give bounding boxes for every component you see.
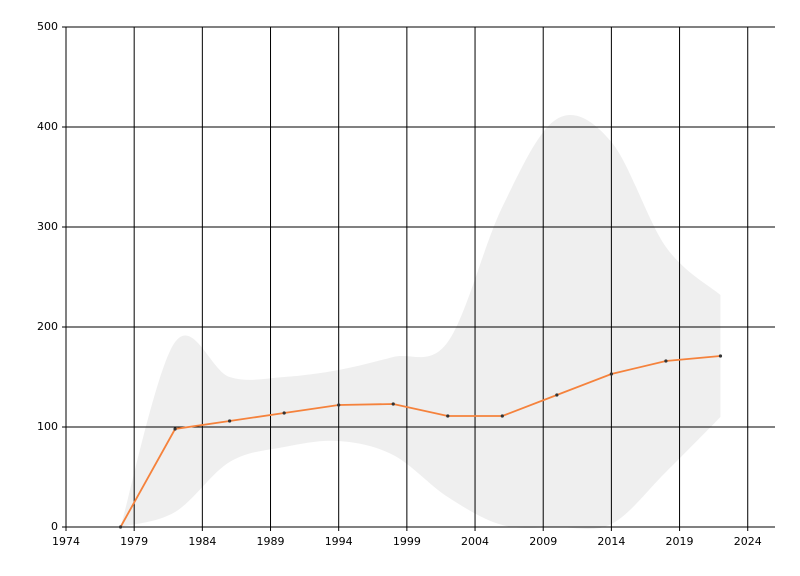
point [118, 525, 123, 529]
y-tick-label: 300 [37, 220, 58, 233]
y-tick-label: 400 [37, 120, 58, 133]
confidence-band [120, 115, 721, 529]
point [718, 354, 723, 358]
x-tick-label: 1974 [52, 535, 80, 548]
point [664, 359, 668, 363]
point [446, 414, 450, 418]
x-tick-label: 1989 [257, 535, 285, 548]
x-tick-label: 2004 [461, 535, 489, 548]
y-tick-label: 100 [37, 420, 58, 433]
point [391, 402, 395, 406]
x-tick-label: 1999 [393, 535, 421, 548]
point [173, 427, 177, 431]
line [119, 355, 721, 528]
point [337, 403, 341, 407]
point [500, 414, 504, 418]
x-tick-label: 2014 [597, 535, 625, 548]
point [282, 411, 286, 415]
y-tick-label: 200 [37, 320, 58, 333]
y-tick-label: 0 [51, 520, 58, 533]
point [555, 393, 559, 397]
point [228, 419, 232, 423]
x-tick-label: 2019 [666, 535, 694, 548]
x-tick-label: 2009 [529, 535, 557, 548]
y-tick-label: 500 [37, 20, 58, 33]
x-tick-label: 1984 [188, 535, 216, 548]
x-tick-label: 1994 [325, 535, 353, 548]
x-tick-label: 2024 [734, 535, 762, 548]
point [609, 372, 613, 376]
x-tick-label: 1979 [120, 535, 148, 548]
